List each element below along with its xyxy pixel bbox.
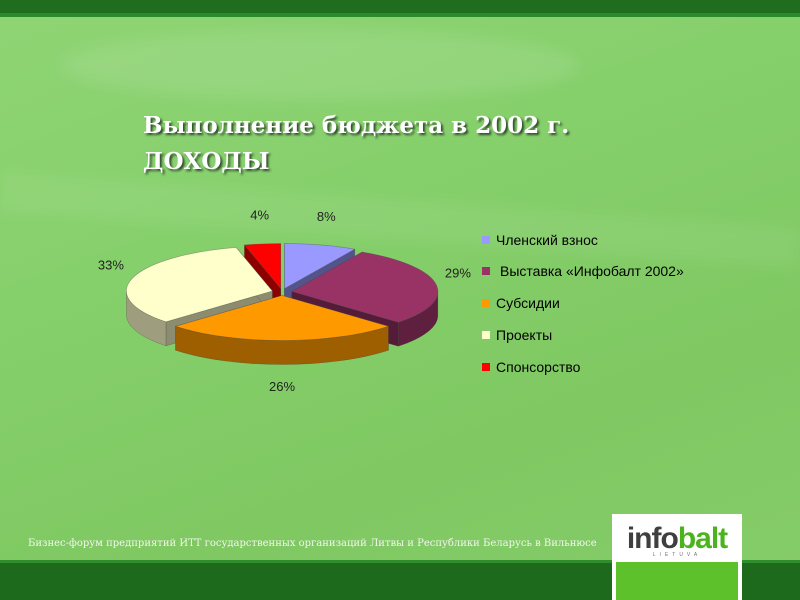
legend-item-exhibition: Выставка «Инфобалт 2002» xyxy=(482,263,684,279)
logo-green-block xyxy=(616,562,738,600)
top-bar xyxy=(0,0,800,17)
pie-data-label: 29% xyxy=(445,266,471,281)
legend-swatch xyxy=(482,331,490,339)
slide-title: Выполнение бюджета в 2002 г. ДОХОДЫ xyxy=(143,108,569,180)
legend-item-subsidies: Субсидии xyxy=(482,295,560,311)
legend-swatch xyxy=(482,299,490,307)
logo-subtitle: LIETUVA xyxy=(652,552,702,558)
legend-label: Субсидии xyxy=(496,295,560,311)
infobalt-logo: infobalt LIETUVA xyxy=(612,514,742,600)
legend-swatch xyxy=(482,236,490,244)
legend-label: Спонсорство xyxy=(496,359,581,375)
footer-caption: Бизнес-форум предприятий ИТТ государстве… xyxy=(28,538,597,549)
pie-data-label: 33% xyxy=(98,257,124,272)
title-line-2: ДОХОДЫ xyxy=(143,148,270,175)
pie-data-labels: 8% 29% 26% 33% 4% xyxy=(98,208,471,394)
logo-wordmark: infobalt xyxy=(626,522,728,555)
pie-data-label: 4% xyxy=(250,208,269,223)
legend-label: Выставка «Инфобалт 2002» xyxy=(500,263,684,279)
pie-slice xyxy=(174,295,390,365)
title-line-1: Выполнение бюджета в 2002 г. xyxy=(143,112,570,139)
legend-swatch xyxy=(482,363,490,371)
legend-label: Проекты xyxy=(496,327,553,343)
legend-label: Членский взнос xyxy=(496,232,598,248)
pie-data-label: 26% xyxy=(269,379,295,394)
legend-item-membership: Членский взнос xyxy=(482,232,598,248)
legend-swatch xyxy=(482,267,490,275)
pie-slices xyxy=(126,243,439,365)
legend-item-projects: Проекты xyxy=(482,327,552,343)
pie-data-label: 8% xyxy=(317,209,336,224)
legend-item-sponsorship: Спонсорство xyxy=(482,359,580,375)
